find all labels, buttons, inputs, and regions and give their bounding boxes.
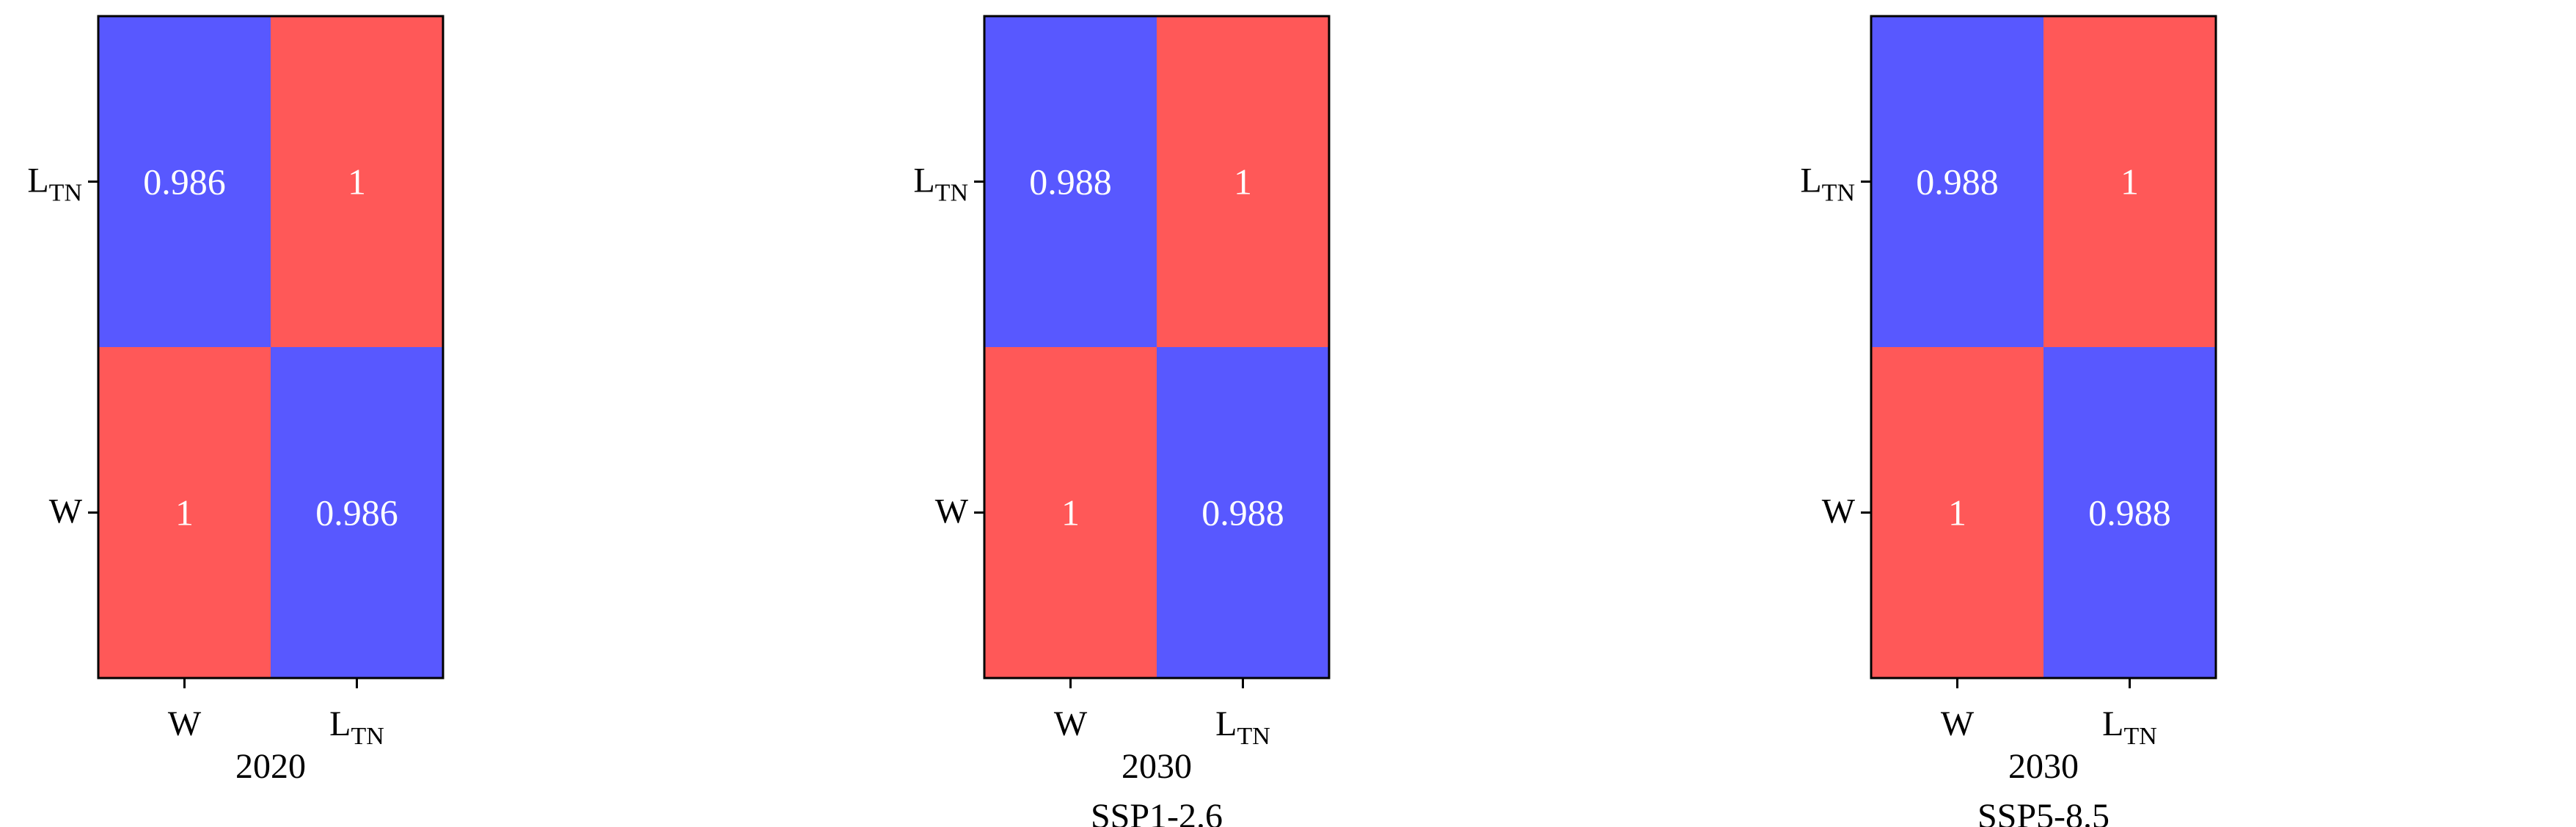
cell-value-label: 0.988 [1916, 161, 1999, 203]
cell-value-label: 1 [175, 492, 194, 533]
x-axis-caption: 2020 [235, 747, 306, 786]
y-tick-label: W [935, 492, 969, 531]
cell-value-label: 1 [1061, 492, 1080, 533]
heatmap-cell [2043, 347, 2216, 678]
y-tick-label: W [49, 492, 83, 531]
heatmap-cell [984, 347, 1157, 678]
y-tick-label: W [1822, 492, 1856, 531]
plot-frame [97, 15, 444, 680]
heatmap-cell [1871, 347, 2043, 678]
y-tick-label: LTN [913, 161, 968, 207]
cell-value-label: 0.988 [2088, 492, 2171, 533]
x-axis-caption: SSP1-2.6 [1091, 797, 1223, 827]
heatmap-panel-2: 0.988 1 1 0.988 LTN W W LTN 2030 SSP1-2.6 [913, 15, 1331, 827]
heatmap-cell [271, 347, 443, 678]
heatmap-cell [1157, 347, 1329, 678]
heatmap-cell [1157, 16, 1329, 347]
heatmap-cell [271, 16, 443, 347]
x-tick-label: LTN [1215, 704, 1270, 750]
heatmap-cell [1871, 16, 2043, 347]
cell-value-label: 0.986 [315, 492, 398, 533]
x-axis-caption: SSP5-8.5 [1977, 797, 2110, 827]
x-axis-caption: 2030 [1121, 747, 1192, 786]
heatmap-cell [2043, 16, 2216, 347]
plot-frame [983, 15, 1331, 680]
heatmap-cell [98, 347, 271, 678]
x-tick-label: LTN [2102, 704, 2157, 750]
cell-value-label: 1 [1948, 492, 1966, 533]
y-tick-label: LTN [1800, 161, 1855, 207]
y-tick-label: LTN [27, 161, 82, 207]
x-tick-label: LTN [329, 704, 384, 750]
x-tick-label: W [168, 704, 202, 743]
cell-value-label: 1 [2121, 161, 2139, 203]
heatmap-panel-3: 0.988 1 1 0.988 LTN W W LTN 2030 SSP5-8.5 [1800, 15, 2217, 827]
plot-frame [1870, 15, 2217, 680]
heatmap-cell [98, 16, 271, 347]
heatmap-panel-1: 0.986 1 1 0.986 LTN W W LTN 2020 [27, 15, 444, 786]
x-axis-caption: 2030 [2008, 747, 2079, 786]
cell-value-label: 1 [1234, 161, 1252, 203]
cell-value-label: 1 [348, 161, 366, 203]
heatmap-cell [984, 16, 1157, 347]
x-tick-label: W [1054, 704, 1088, 743]
cell-value-label: 0.986 [143, 161, 226, 203]
cell-value-label: 0.988 [1029, 161, 1112, 203]
cell-value-label: 0.988 [1201, 492, 1284, 533]
x-tick-label: W [1941, 704, 1975, 743]
